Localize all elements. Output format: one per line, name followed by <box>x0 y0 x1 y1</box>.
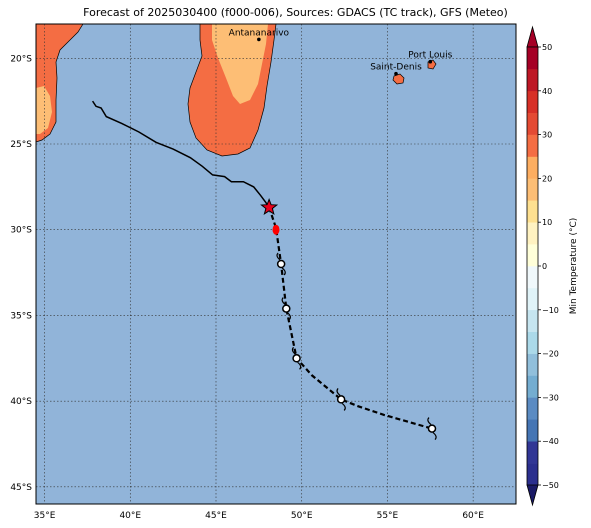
lon-tick-label: 55°E <box>377 511 399 521</box>
lat-tick-label: 30°S <box>10 226 32 236</box>
colorbar-segment <box>527 200 538 223</box>
colorbar-segment <box>527 178 538 201</box>
colorbar-tick-label: 0 <box>542 262 547 271</box>
colorbar-segment <box>527 112 538 135</box>
colorbar-label: Min Temperature (°C) <box>569 218 579 315</box>
lon-tick-label: 35°E <box>34 511 56 521</box>
colorbar-tick-label: −10 <box>542 306 559 315</box>
forecast-position-red <box>272 224 280 235</box>
cyclone-symbol-icon <box>427 417 437 440</box>
colorbar-segment <box>527 331 538 354</box>
lat-tick-label: 45°S <box>10 483 32 493</box>
cyclone-symbol-icon <box>276 252 286 276</box>
city-dot <box>257 37 261 42</box>
colorbar-under-arrow <box>526 484 539 507</box>
lon-tick-label: 50°E <box>291 511 313 521</box>
africa-warm-zone <box>36 86 52 134</box>
city-label: Antananarivo <box>229 28 290 38</box>
cyclone-symbol-icon <box>291 346 302 370</box>
colorbar-tick-label: 30 <box>542 131 552 140</box>
madagascar-highlands <box>212 24 268 104</box>
colorbar-segment <box>527 397 538 420</box>
city-markers: Antananarivo Port Louis Saint-Denis <box>229 28 453 76</box>
city-label: Port Louis <box>408 51 452 61</box>
past-track-line <box>91 100 270 208</box>
colorbar-tick-label: 20 <box>542 174 552 183</box>
colorbar-segment <box>527 353 538 376</box>
cyclone-symbol-icon <box>336 388 346 411</box>
colorbar-tick-label: −50 <box>542 481 559 490</box>
lat-tick-label: 35°S <box>10 311 32 321</box>
colorbar-segment <box>527 134 538 157</box>
city-label: Saint-Denis <box>370 63 422 73</box>
colorbar-segment <box>527 287 538 311</box>
city-dot <box>428 59 433 64</box>
cyclone-symbol-icon <box>281 297 292 320</box>
colorbar-segment <box>527 244 538 267</box>
lon-tick-label: 60°E <box>462 511 484 521</box>
colorbar-tick-label: −20 <box>542 350 559 359</box>
colorbar-tick-label: 50 <box>542 43 552 52</box>
map-frame <box>35 23 517 505</box>
colorbar-segment <box>527 266 538 289</box>
lat-tick-label: 25°S <box>10 140 32 150</box>
lon-tick-label: 45°E <box>205 511 227 521</box>
colorbar-over-arrow <box>526 25 539 48</box>
colorbar-tick-label: 40 <box>542 87 552 96</box>
lat-tick-label: 20°S <box>10 54 32 64</box>
colorbar-segment <box>527 156 538 179</box>
lat-tick-label: 40°S <box>10 397 32 407</box>
reunion-island <box>392 73 405 85</box>
colorbar-segment <box>527 309 538 332</box>
axis-labels: 35°E 40°E 45°E 50°E 55°E 60°E 20°S 25°S 30°S 35°S… <box>10 54 484 521</box>
gridlines <box>36 24 516 504</box>
colorbar-segment <box>527 90 538 113</box>
colorbar-segment <box>527 68 538 92</box>
colorbar-tick-label: −40 <box>542 437 559 446</box>
colorbar: 50 40 30 20 10 0 −10 −20 −30 −40 −50 Min Temperatur… <box>526 25 579 507</box>
colorbar-segment <box>527 47 538 70</box>
colorbar-segment <box>527 375 538 398</box>
colorbar-tick-label: 10 <box>542 218 552 227</box>
lon-tick-label: 40°E <box>119 511 141 521</box>
colorbar-segment <box>527 441 538 464</box>
colorbar-segment <box>527 419 538 442</box>
colorbar-tick-label: −30 <box>542 393 559 402</box>
city-dot <box>394 71 398 76</box>
colorbar-segment <box>527 222 538 245</box>
current-position-star-icon <box>260 197 279 216</box>
map-title: Forecast of 2025030400 (f000-006), Sourc… <box>83 6 508 19</box>
colorbar-segment <box>527 463 538 486</box>
cyclone-track <box>91 100 437 440</box>
ocean-background <box>36 24 516 504</box>
